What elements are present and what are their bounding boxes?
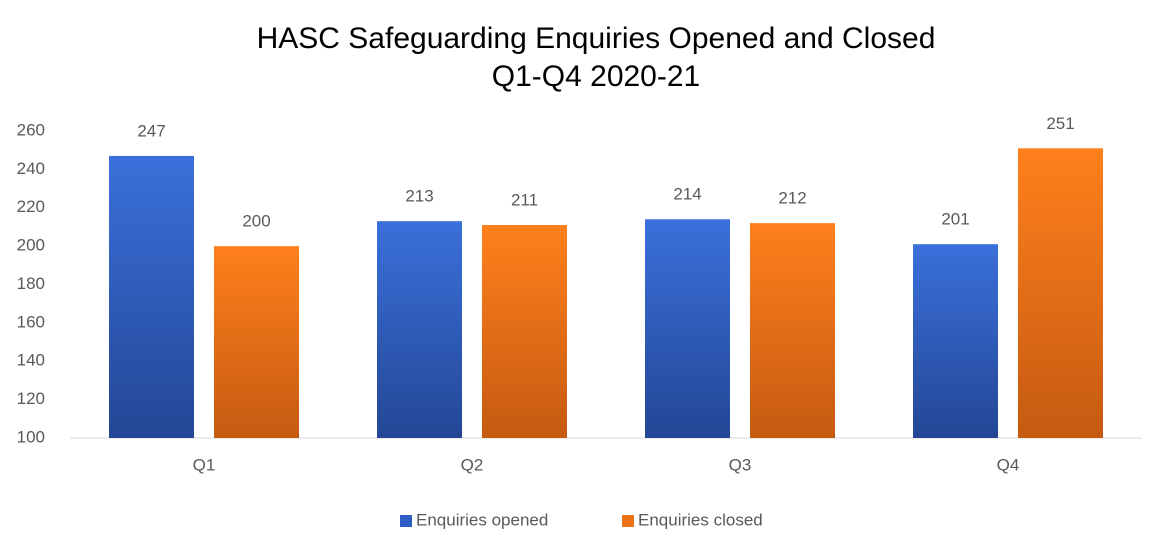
value-label: 211 [511,191,538,210]
y-tick-label: 180 [17,274,45,293]
bar [109,155,194,438]
x-tick-label: Q3 [729,455,752,474]
y-tick-label: 100 [17,427,45,446]
value-label: 214 [673,185,701,204]
legend-swatch [622,515,634,527]
bar [214,246,299,438]
legend-label: Enquiries opened [416,510,548,529]
value-label: 201 [941,210,969,229]
x-tick-label: Q1 [193,455,216,474]
y-tick-label: 260 [17,120,45,139]
bar [482,225,567,438]
y-tick-label: 140 [17,351,45,370]
value-label: 247 [137,121,165,140]
chart-title: HASC Safeguarding Enquiries Opened and C… [257,22,936,55]
bar [913,244,998,438]
bar [377,221,462,438]
x-tick-label: Q4 [997,455,1020,474]
value-label: 200 [242,212,270,231]
legend-swatch [400,515,412,527]
y-tick-label: 200 [17,236,45,255]
value-label: 251 [1046,114,1074,133]
y-tick-label: 120 [17,389,45,408]
y-tick-label: 220 [17,197,45,216]
value-label: 212 [778,189,806,208]
y-tick-label: 160 [17,312,45,331]
legend-label: Enquiries closed [638,510,763,529]
y-tick-label: 240 [17,159,45,178]
value-label: 213 [405,187,433,206]
bar [1018,148,1103,439]
bar [645,219,730,438]
bar [750,223,835,438]
x-tick-label: Q2 [461,455,484,474]
chart-subtitle: Q1-Q4 2020-21 [492,60,700,93]
